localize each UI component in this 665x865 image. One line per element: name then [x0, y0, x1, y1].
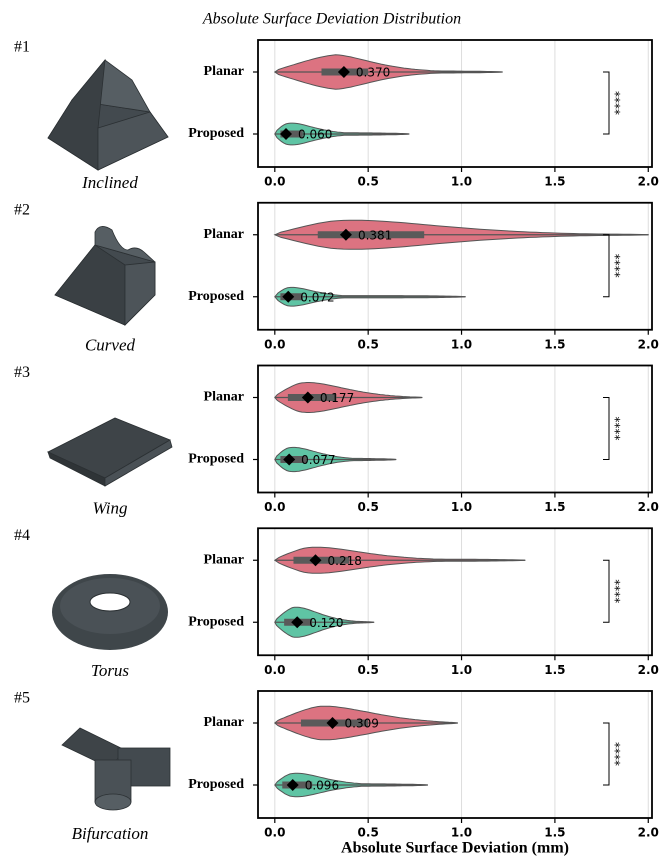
mean-label: 0.370	[356, 66, 390, 80]
x-axis-label: Absolute Surface Deviation (mm)	[341, 840, 569, 857]
significance-label: ****	[613, 579, 627, 603]
mean-label: 0.096	[305, 779, 339, 793]
x-tick-label: 2.0	[638, 175, 659, 189]
category-label: Proposed	[188, 777, 244, 792]
x-tick-label: 2.0	[638, 337, 659, 351]
panel-id: #1	[14, 39, 30, 56]
mean-label: 0.077	[301, 453, 335, 467]
panel-id: #2	[14, 201, 30, 218]
significance-label: ****	[613, 91, 627, 115]
category-label: Planar	[204, 552, 244, 567]
category-label: Planar	[204, 64, 244, 79]
significance-bracket	[603, 560, 609, 622]
x-tick-label: 0.5	[358, 337, 379, 351]
significance-bracket	[603, 723, 609, 785]
shape-label: Bifurcation	[72, 824, 149, 843]
x-tick-label: 1.5	[544, 337, 565, 351]
category-label: Planar	[204, 715, 244, 730]
mean-label: 0.381	[358, 228, 392, 242]
category-label: Proposed	[188, 289, 244, 304]
x-tick-label: 1.0	[451, 663, 472, 677]
x-tick-label: 1.5	[544, 663, 565, 677]
x-tick-label: 0.5	[358, 500, 379, 514]
panel-id: #4	[14, 527, 30, 544]
x-tick-label: 0.5	[358, 826, 379, 840]
category-label: Proposed	[188, 452, 244, 467]
shape-wing	[48, 418, 172, 486]
x-tick-label: 0.0	[264, 175, 285, 189]
significance-bracket	[603, 398, 609, 460]
shape-inclined	[48, 60, 168, 170]
shape-label: Torus	[91, 661, 130, 680]
mean-label: 0.120	[309, 616, 343, 630]
x-tick-label: 1.0	[451, 500, 472, 514]
x-tick-label: 0.5	[358, 663, 379, 677]
shape-label: Curved	[85, 336, 136, 355]
significance-bracket	[603, 235, 609, 297]
significance-label: ****	[613, 417, 627, 441]
x-tick-label: 0.0	[264, 663, 285, 677]
x-tick-label: 0.0	[264, 337, 285, 351]
x-tick-label: 0.5	[358, 175, 379, 189]
mean-label: 0.060	[298, 128, 332, 142]
x-tick-label: 2.0	[638, 663, 659, 677]
mean-label: 0.072	[300, 290, 334, 304]
category-label: Planar	[204, 390, 244, 405]
x-tick-label: 1.5	[544, 500, 565, 514]
x-tick-label: 1.0	[451, 175, 472, 189]
x-tick-label: 1.5	[544, 826, 565, 840]
x-tick-label: 2.0	[638, 826, 659, 840]
x-tick-label: 1.0	[451, 337, 472, 351]
x-tick-label: 0.0	[264, 500, 285, 514]
shape-label: Wing	[93, 498, 128, 517]
shape-bifurcation	[62, 728, 170, 810]
figure-title: Absolute Surface Deviation Distribution	[202, 11, 461, 28]
significance-label: ****	[613, 254, 627, 278]
plot-frame	[258, 203, 652, 330]
mean-label: 0.218	[328, 554, 362, 568]
significance-bracket	[603, 72, 609, 134]
panel-id: #3	[14, 364, 30, 381]
x-tick-label: 1.0	[451, 826, 472, 840]
category-label: Proposed	[188, 126, 244, 141]
x-tick-label: 0.0	[264, 826, 285, 840]
figure: Absolute Surface Deviation Distribution …	[0, 0, 665, 860]
shape-label: Inclined	[81, 173, 138, 192]
category-label: Proposed	[188, 614, 244, 629]
category-label: Planar	[204, 227, 244, 242]
mean-label: 0.177	[320, 391, 354, 405]
x-tick-label: 1.5	[544, 175, 565, 189]
panel-id: #5	[14, 690, 30, 707]
mean-label: 0.309	[345, 717, 379, 731]
x-tick-label: 2.0	[638, 500, 659, 514]
shape-curved	[55, 226, 155, 325]
significance-label: ****	[613, 742, 627, 766]
shape-torus	[52, 574, 168, 650]
